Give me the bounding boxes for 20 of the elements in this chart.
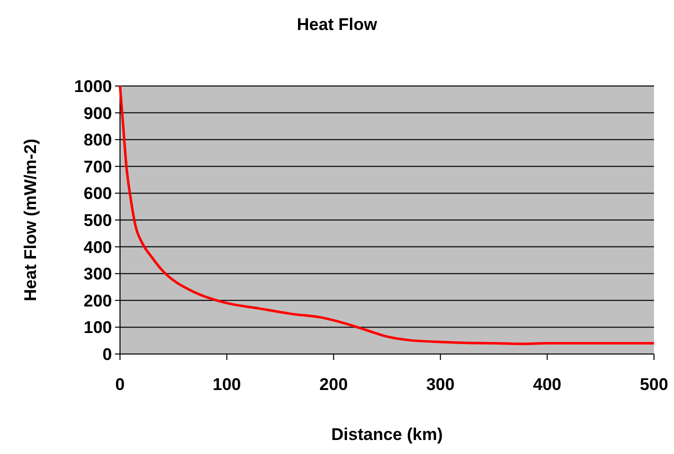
y-tick-label: 900 xyxy=(84,104,112,123)
x-tick-label: 0 xyxy=(115,375,125,394)
y-tick-label: 400 xyxy=(84,238,112,257)
y-tick-label: 0 xyxy=(102,344,112,364)
y-axis-title: Heat Flow (mW/m-2) xyxy=(21,138,40,302)
y-tick-label: 600 xyxy=(84,184,112,204)
x-tick-label: 100 xyxy=(212,375,241,394)
y-tick-label: 100 xyxy=(84,318,112,338)
x-tick-label: 400 xyxy=(533,375,562,394)
x-axis-title: Distance (km) xyxy=(331,425,443,444)
x-tick-label: 200 xyxy=(319,375,348,394)
chart-title: Heat Flow xyxy=(296,15,378,34)
y-tick-label: 800 xyxy=(84,130,112,150)
y-tick-label: 300 xyxy=(84,264,112,284)
y-tick-label: 500 xyxy=(84,210,112,230)
x-tick-label: 300 xyxy=(426,375,455,394)
y-tick-label: 200 xyxy=(84,291,112,310)
x-tick-label: 500 xyxy=(640,375,668,394)
y-tick-label: 700 xyxy=(84,157,112,176)
y-tick-label: 1000 xyxy=(74,76,112,96)
